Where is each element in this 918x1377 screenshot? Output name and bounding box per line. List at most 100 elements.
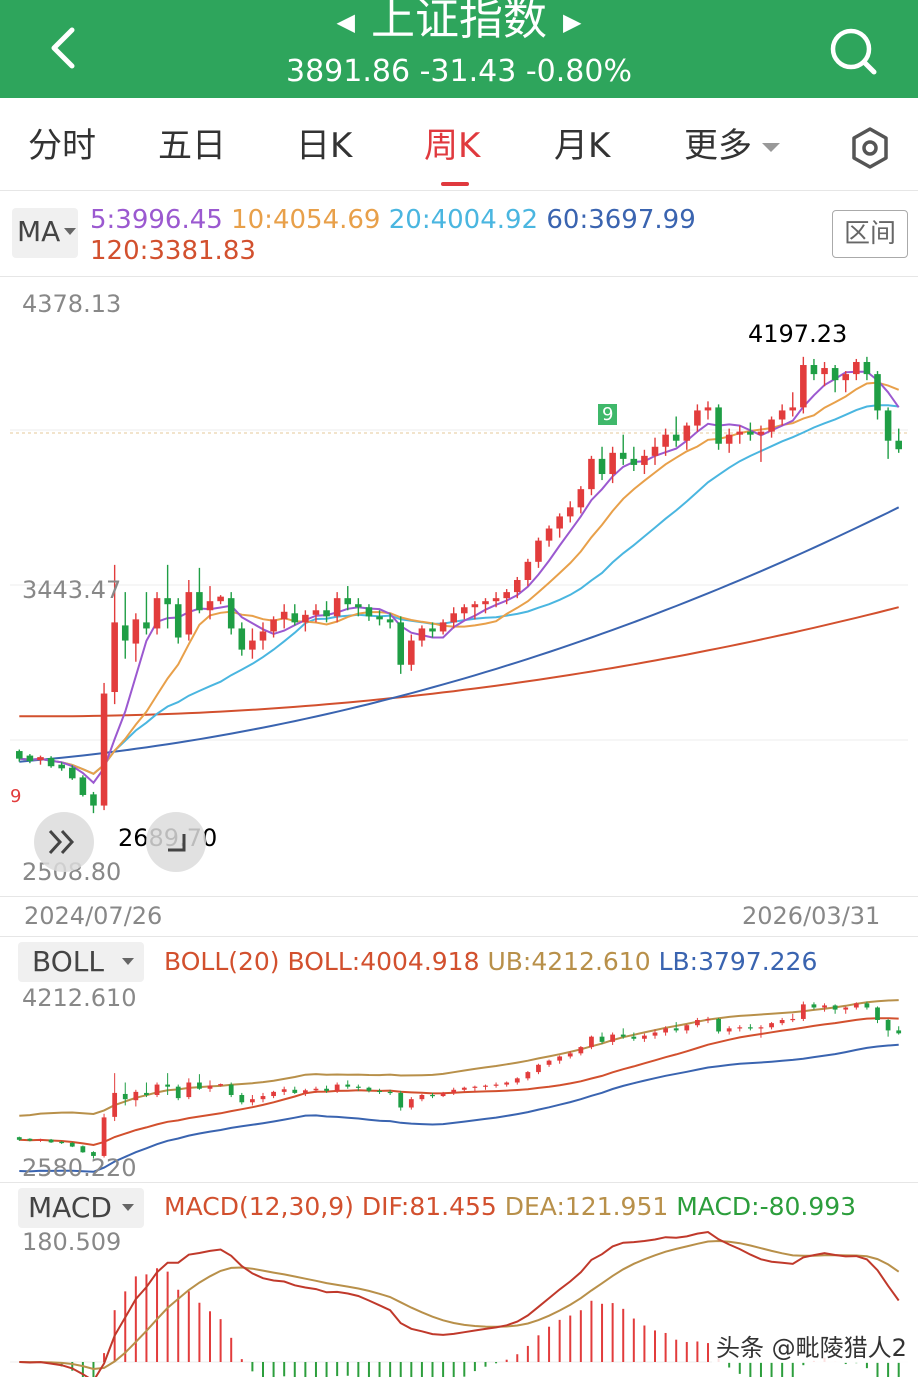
tab-timeshare[interactable]: 分时 <box>28 126 96 166</box>
boll-candle-body <box>186 1082 192 1098</box>
candle-body <box>842 374 850 381</box>
boll-candle-body <box>165 1084 171 1087</box>
boll-candle-body <box>652 1032 658 1036</box>
candle-body <box>100 693 108 806</box>
boll-candle-body <box>461 1087 467 1090</box>
candle-body <box>196 592 203 611</box>
boll-candle-body <box>832 1005 838 1010</box>
boll-candle-body <box>91 1152 96 1156</box>
candle-body <box>810 365 818 375</box>
candle-body <box>291 613 299 623</box>
macd-y-top: 180.509 <box>22 1228 122 1256</box>
prev-arrow-icon[interactable]: ◀ <box>336 8 355 36</box>
boll-candle-body <box>885 1020 891 1031</box>
tab-weekly-k[interactable]: 周K <box>424 126 481 166</box>
candle-body <box>662 434 669 447</box>
candle-body <box>397 622 405 665</box>
candle-body <box>90 794 97 806</box>
range-button[interactable]: 区间 <box>832 210 908 258</box>
candle-body <box>37 757 44 761</box>
boll-candle-body <box>154 1084 160 1095</box>
candle-body <box>768 419 775 432</box>
dea-line <box>19 1239 900 1371</box>
boll-candle-body <box>716 1018 721 1032</box>
candle-body <box>26 755 34 762</box>
boll-candle-body <box>684 1025 690 1031</box>
tab-daily-k[interactable]: 日K <box>296 126 353 166</box>
tab-more[interactable]: 更多 <box>684 124 780 168</box>
boll-candle-body <box>726 1028 732 1032</box>
date-start: 2024/07/26 <box>24 902 163 930</box>
candle-body <box>461 607 468 614</box>
boll-candle-body <box>853 1003 859 1008</box>
candle-body <box>365 607 373 617</box>
boll-candle-body <box>673 1028 679 1031</box>
tab-five-day[interactable]: 五日 <box>158 126 226 166</box>
candle-body <box>429 628 436 632</box>
boll-values: BOLL(20) BOLL:4004.918 UB:4212.610 LB:37… <box>164 947 817 977</box>
y-axis-mid: 3443.47 <box>22 576 122 604</box>
ma-selector-label: MA <box>17 215 61 248</box>
divider <box>0 896 918 897</box>
boll-candle-body <box>525 1072 531 1079</box>
boll-candle-body <box>218 1084 223 1086</box>
boll-candle-body <box>800 1004 806 1019</box>
ma-selector[interactable]: MA <box>12 208 78 258</box>
next-arrow-icon[interactable]: ▶ <box>563 8 582 36</box>
boll-mid: BOLL:4004.918 <box>287 947 480 976</box>
boll-selector-label: BOLL <box>32 945 104 978</box>
macd-selector[interactable]: MACD <box>18 1188 144 1228</box>
boll-candle-body <box>122 1093 128 1100</box>
back-chevron-icon[interactable] <box>44 26 84 70</box>
reset-zoom-button[interactable] <box>146 812 206 872</box>
corner-icon <box>168 834 186 852</box>
candle-body <box>736 431 744 435</box>
boll-candle-body <box>292 1089 298 1093</box>
boll-candle-body <box>398 1092 404 1108</box>
tab-monthly-k[interactable]: 月K <box>554 126 611 166</box>
boll-candle-body <box>27 1138 33 1141</box>
boll-upper-line <box>19 999 899 1117</box>
boll-candle-body <box>769 1023 774 1028</box>
boll-candle-body <box>536 1064 541 1073</box>
period-tabs: 分时 五日 日K 周K 月K 更多 <box>0 98 918 191</box>
boll-candle-body <box>557 1056 563 1061</box>
boll-candle-body <box>483 1085 488 1087</box>
td-sequence-label-left: 9 <box>10 786 22 807</box>
candle-body <box>577 489 585 508</box>
price: 3891.86 <box>285 54 411 89</box>
caret-down-icon <box>64 228 76 235</box>
candle-body <box>715 407 722 444</box>
boll-candle-body <box>451 1089 457 1093</box>
candle-body <box>821 368 828 375</box>
boll-candle-body <box>493 1084 499 1086</box>
candle-body <box>376 616 383 620</box>
candle-body <box>355 604 362 608</box>
candle-body <box>831 368 839 381</box>
boll-candle-body <box>387 1091 393 1094</box>
search-icon[interactable] <box>826 24 882 80</box>
candle-body <box>79 777 87 795</box>
candle-body <box>323 610 330 617</box>
candle-body <box>185 592 193 635</box>
active-tab-indicator <box>441 182 469 186</box>
stock-name: 上证指数 <box>371 0 547 45</box>
candle-body <box>386 619 394 623</box>
boll-candle-body <box>843 1007 849 1010</box>
boll-candle-body <box>69 1142 75 1147</box>
candle-body <box>503 592 510 599</box>
candle-body <box>556 516 563 529</box>
gear-icon[interactable] <box>850 126 890 170</box>
macd-dif: DIF:81.455 <box>361 1192 497 1221</box>
candle-body <box>566 507 574 517</box>
candle-body <box>598 458 606 475</box>
boll-selector[interactable]: BOLL <box>18 942 144 982</box>
scroll-forward-button[interactable] <box>34 812 94 872</box>
candle-body <box>121 625 129 641</box>
candle-body <box>482 601 489 605</box>
candle-body <box>238 628 246 650</box>
candlestick-chart[interactable] <box>0 278 918 896</box>
y-axis-top: 4378.13 <box>22 290 122 318</box>
boll-lower-line <box>19 1043 899 1173</box>
candle-body <box>535 540 542 562</box>
